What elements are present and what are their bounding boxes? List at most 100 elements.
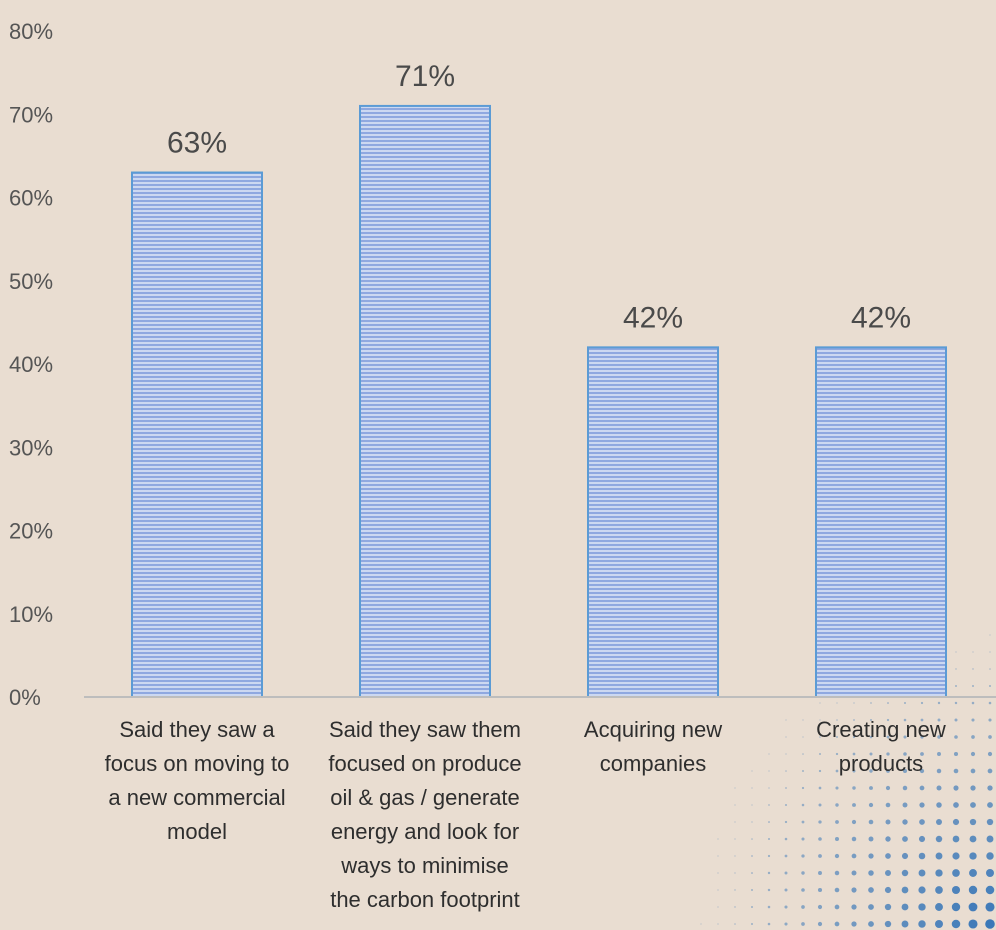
- decorative-dot: [970, 751, 976, 757]
- decorative-dot-pattern: [700, 634, 995, 929]
- decorative-dot: [989, 651, 991, 653]
- decorative-dot: [902, 802, 908, 808]
- decorative-dot: [971, 718, 975, 722]
- decorative-dot: [918, 852, 926, 860]
- decorative-dot: [801, 820, 805, 824]
- decorative-dot: [969, 852, 977, 860]
- decorative-dot: [852, 752, 856, 756]
- decorative-dot: [717, 923, 719, 925]
- decorative-dot: [734, 923, 736, 925]
- decorative-dot: [937, 735, 941, 739]
- decorative-dot: [768, 804, 770, 806]
- decorative-dot: [935, 886, 943, 894]
- decorative-dot: [785, 770, 787, 772]
- decorative-dot: [819, 719, 821, 721]
- decorative-dot: [784, 820, 788, 824]
- decorative-dot: [734, 838, 736, 840]
- decorative-dot: [937, 718, 941, 722]
- decorative-dot: [920, 701, 924, 705]
- decorative-dot: [851, 887, 857, 893]
- decorative-dot: [768, 787, 770, 789]
- decorative-dot: [986, 869, 994, 877]
- decorative-dot: [902, 785, 908, 791]
- decorative-dot: [853, 702, 855, 704]
- decorative-dot: [785, 753, 787, 755]
- decorative-dot: [955, 651, 957, 653]
- decorative-dot: [818, 871, 822, 875]
- decorative-dot: [919, 785, 925, 791]
- decorative-dot: [768, 821, 770, 823]
- decorative-dot: [836, 736, 838, 738]
- decorative-dot: [851, 819, 857, 825]
- decorative-dot: [785, 787, 787, 789]
- decorative-dot: [784, 854, 788, 858]
- decorative-dot: [937, 701, 941, 705]
- category-label-line: a new commercial: [108, 785, 286, 810]
- decorative-dot: [852, 735, 856, 739]
- decorative-dot: [751, 838, 753, 840]
- decorative-dot: [953, 751, 959, 757]
- decorative-dot: [853, 719, 855, 721]
- bar: [815, 346, 947, 698]
- decorative-dot: [717, 906, 719, 908]
- decorative-dot: [768, 753, 770, 755]
- decorative-dot: [717, 855, 719, 857]
- y-tick-label: 40%: [9, 352, 53, 377]
- bars: 63% 71% 42% 42%: [131, 60, 947, 699]
- decorative-dot: [987, 768, 993, 774]
- decorative-dot: [801, 871, 805, 875]
- decorative-dot: [819, 736, 821, 738]
- decorative-dot: [971, 701, 975, 705]
- decorative-dot: [902, 836, 908, 842]
- data-label: 63%: [167, 127, 227, 160]
- decorative-dot: [836, 702, 838, 704]
- data-label: 71%: [395, 60, 455, 93]
- decorative-dot: [953, 785, 959, 791]
- category-label-line: products: [838, 751, 924, 776]
- decorative-dot: [918, 869, 926, 877]
- decorative-dot: [886, 718, 890, 722]
- decorative-dot: [801, 837, 805, 841]
- decorative-dot: [919, 802, 925, 808]
- decorative-dot: [936, 785, 942, 791]
- decorative-dot: [751, 770, 753, 772]
- decorative-dot: [988, 684, 992, 688]
- decorative-dot: [802, 753, 804, 755]
- decorative-dot: [985, 919, 995, 929]
- decorative-dot: [935, 903, 943, 911]
- decorative-dot: [750, 905, 754, 909]
- decorative-dot: [903, 718, 907, 722]
- decorative-dot: [801, 888, 805, 892]
- decorative-dot: [919, 768, 925, 774]
- decorative-dot: [953, 802, 959, 808]
- decorative-dot: [751, 855, 753, 857]
- decorative-dot: [750, 922, 754, 926]
- data-label: 42%: [851, 301, 911, 334]
- decorative-dot: [920, 752, 924, 756]
- decorative-dot: [868, 853, 874, 859]
- decorative-dot: [885, 870, 891, 876]
- decorative-dot: [918, 835, 926, 843]
- decorative-dot: [835, 786, 839, 790]
- y-tick-label: 60%: [9, 186, 53, 211]
- decorative-dot: [954, 735, 958, 739]
- decorative-dot: [734, 855, 736, 857]
- data-label: 42%: [623, 301, 683, 334]
- decorative-dot: [884, 903, 892, 911]
- decorative-dot: [851, 853, 857, 859]
- decorative-dot: [717, 889, 719, 891]
- decorative-dot: [887, 702, 889, 704]
- decorative-dot: [817, 921, 823, 927]
- decorative-dot: [970, 768, 976, 774]
- decorative-dot: [935, 869, 943, 877]
- decorative-dot: [868, 802, 874, 808]
- category-label-line: energy and look for: [330, 819, 520, 844]
- decorative-dot: [767, 888, 771, 892]
- decorative-dot: [868, 904, 874, 910]
- decorative-dot: [885, 785, 891, 791]
- decorative-dot: [784, 905, 788, 909]
- decorative-dot: [835, 752, 839, 756]
- decorative-dot: [986, 835, 994, 843]
- decorative-dot: [952, 852, 960, 860]
